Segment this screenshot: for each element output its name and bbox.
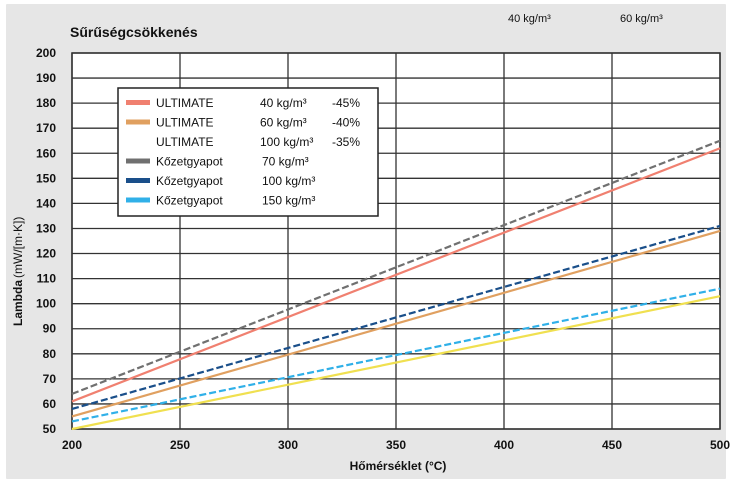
legend-density-0: 40 kg/m³ — [260, 96, 307, 110]
series-line-5 — [71, 287, 721, 423]
series-group — [71, 139, 721, 431]
x-tick-400: 400 — [494, 438, 514, 452]
x-tick-250: 250 — [170, 438, 190, 452]
y-tick-100: 100 — [36, 297, 56, 311]
legend-density-3: 70 kg/m³ — [262, 155, 309, 169]
series-line-3 — [71, 139, 721, 395]
y-tick-50: 50 — [43, 422, 57, 436]
legend-name-3: Kőzetgyapot — [156, 155, 223, 169]
series-line-4 — [71, 224, 721, 411]
y-tick-190: 190 — [36, 71, 56, 85]
legend-swatch-5 — [126, 197, 150, 203]
header-label-40: 40 kg/m³ — [508, 13, 551, 25]
y-axis-unit: (mW/[m·K]) — [11, 217, 25, 278]
y-tick-140: 140 — [36, 196, 56, 210]
series-line-0 — [71, 147, 721, 403]
y-tick-80: 80 — [43, 347, 57, 361]
legend-reduction-0: -45% — [332, 96, 360, 110]
legend: ULTIMATE 40 kg/m³ -45% ULTIMATE 60 kg/m³ -40%… — [117, 87, 379, 217]
series-line-1 — [71, 229, 721, 418]
x-tick-450: 450 — [602, 438, 622, 452]
legend-density-5: 150 kg/m³ — [262, 194, 315, 208]
y-tick-60: 60 — [43, 397, 57, 411]
y-tick-170: 170 — [36, 121, 56, 135]
legend-reduction-2: -35% — [332, 135, 360, 149]
y-tick-labels: 50 60 70 80 90 100 110 120 130 140 150 160 170 180 190… — [36, 46, 56, 436]
legend-swatch-1 — [126, 119, 150, 125]
legend-name-5: Kőzetgyapot — [156, 194, 223, 208]
x-tick-200: 200 — [62, 438, 82, 452]
legend-name-1: ULTIMATE — [156, 116, 214, 130]
series-line-2 — [71, 295, 721, 431]
y-tick-120: 120 — [36, 247, 56, 261]
x-tick-500: 500 — [710, 438, 730, 452]
y-tick-150: 150 — [36, 171, 56, 185]
y-tick-70: 70 — [43, 372, 57, 386]
legend-density-2: 100 kg/m³ — [260, 135, 313, 149]
y-tick-90: 90 — [43, 322, 57, 336]
x-axis-label: Hőmérséklet (°C) — [350, 459, 447, 473]
legend-reduction-1: -40% — [332, 116, 360, 130]
x-tick-labels: 200 250 300 350 400 450 500 — [62, 438, 730, 452]
y-tick-110: 110 — [37, 272, 57, 286]
y-tick-130: 130 — [36, 221, 56, 235]
y-tick-160: 160 — [36, 146, 56, 160]
y-axis-label: Lambda — [11, 280, 25, 326]
legend-name-0: ULTIMATE — [156, 96, 214, 110]
y-tick-200: 200 — [36, 46, 56, 60]
x-tick-350: 350 — [386, 438, 406, 452]
legend-name-4: Kőzetgyapot — [156, 174, 223, 188]
legend-name-2: ULTIMATE — [156, 135, 214, 149]
legend-swatch-0 — [126, 100, 150, 105]
legend-density-1: 60 kg/m³ — [260, 116, 307, 130]
legend-density-4: 100 kg/m³ — [262, 174, 315, 188]
y-tick-180: 180 — [36, 96, 56, 110]
legend-swatch-3 — [126, 158, 150, 164]
chart-title: Sűrűségcsökkenés — [70, 24, 198, 40]
legend-swatch-4 — [126, 178, 150, 183]
legend-box — [117, 87, 379, 217]
header-label-60: 60 kg/m³ — [620, 13, 663, 25]
x-tick-300: 300 — [278, 438, 298, 452]
